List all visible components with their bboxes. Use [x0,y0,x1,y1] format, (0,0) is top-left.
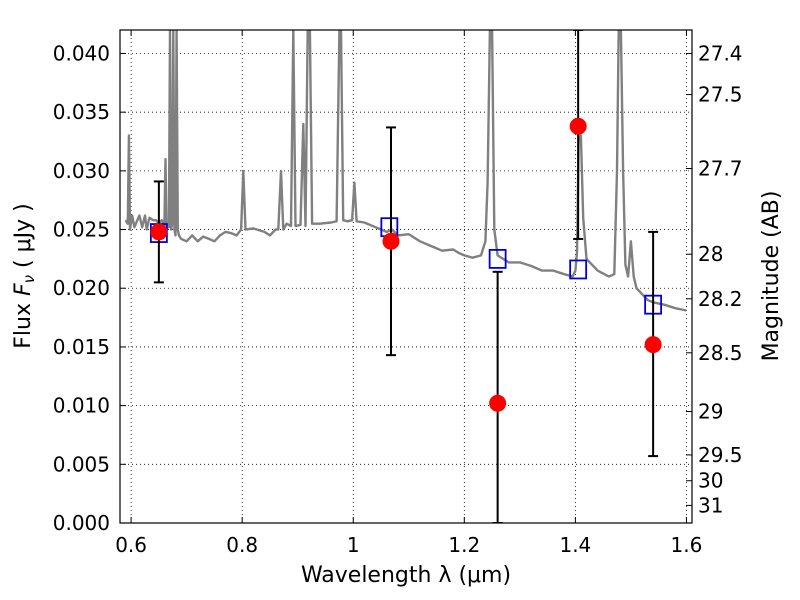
model-point [569,259,588,280]
data-layer [124,30,687,523]
observed-point [644,336,662,354]
y-axis-label-left: Flux Fν ( μJy ) [11,203,38,348]
plot-frame [119,29,693,524]
right-tick-label: 29 [698,399,723,423]
right-tick-label: 28.5 [698,341,743,365]
right-tick-label: 27.7 [698,157,743,181]
model-point [488,248,507,269]
y-tick-label: 0.010 [53,394,110,418]
observed-point [489,394,507,412]
x-tick-label: 1.6 [671,533,703,557]
y-tick-label: 0.030 [53,159,110,183]
x-tick-label: 1 [347,533,360,557]
y-tick-label: 0.005 [53,452,110,476]
y-tick-label: 0.020 [53,276,110,300]
y-tick-label: 0.040 [53,41,110,65]
y-tick-label: 0.000 [53,511,110,535]
x-tick-label: 0.6 [115,533,147,557]
x-tick-label: 0.8 [226,533,258,557]
observed-point [150,223,168,241]
axis-ticks: 0.6 0.8 1 1.2 1.4 1.6 0.000 0.005 0.010 0.015 0.02… [53,30,743,557]
right-tick-label: 31 [698,493,723,517]
y-axis-label-right: Magnitude (AB) [759,191,784,362]
y-tick-label: 0.015 [53,335,110,359]
x-axis-label: Wavelength λ (μm) [301,563,511,588]
x-tick-label: 1.2 [448,533,480,557]
observed-point [569,117,587,135]
observed-point [382,232,400,250]
spectrum-line [124,30,687,312]
right-tick-label: 28 [698,242,723,266]
x-tick-label: 1.4 [559,533,591,557]
y-tick-label: 0.035 [53,100,110,124]
right-tick-label: 27.5 [698,83,743,107]
right-tick-label: 28.2 [698,287,743,311]
right-tick-label: 30 [698,469,723,493]
right-tick-label: 29.5 [698,443,743,467]
y-tick-label: 0.025 [53,218,110,242]
right-tick-label: 27.4 [698,41,743,65]
